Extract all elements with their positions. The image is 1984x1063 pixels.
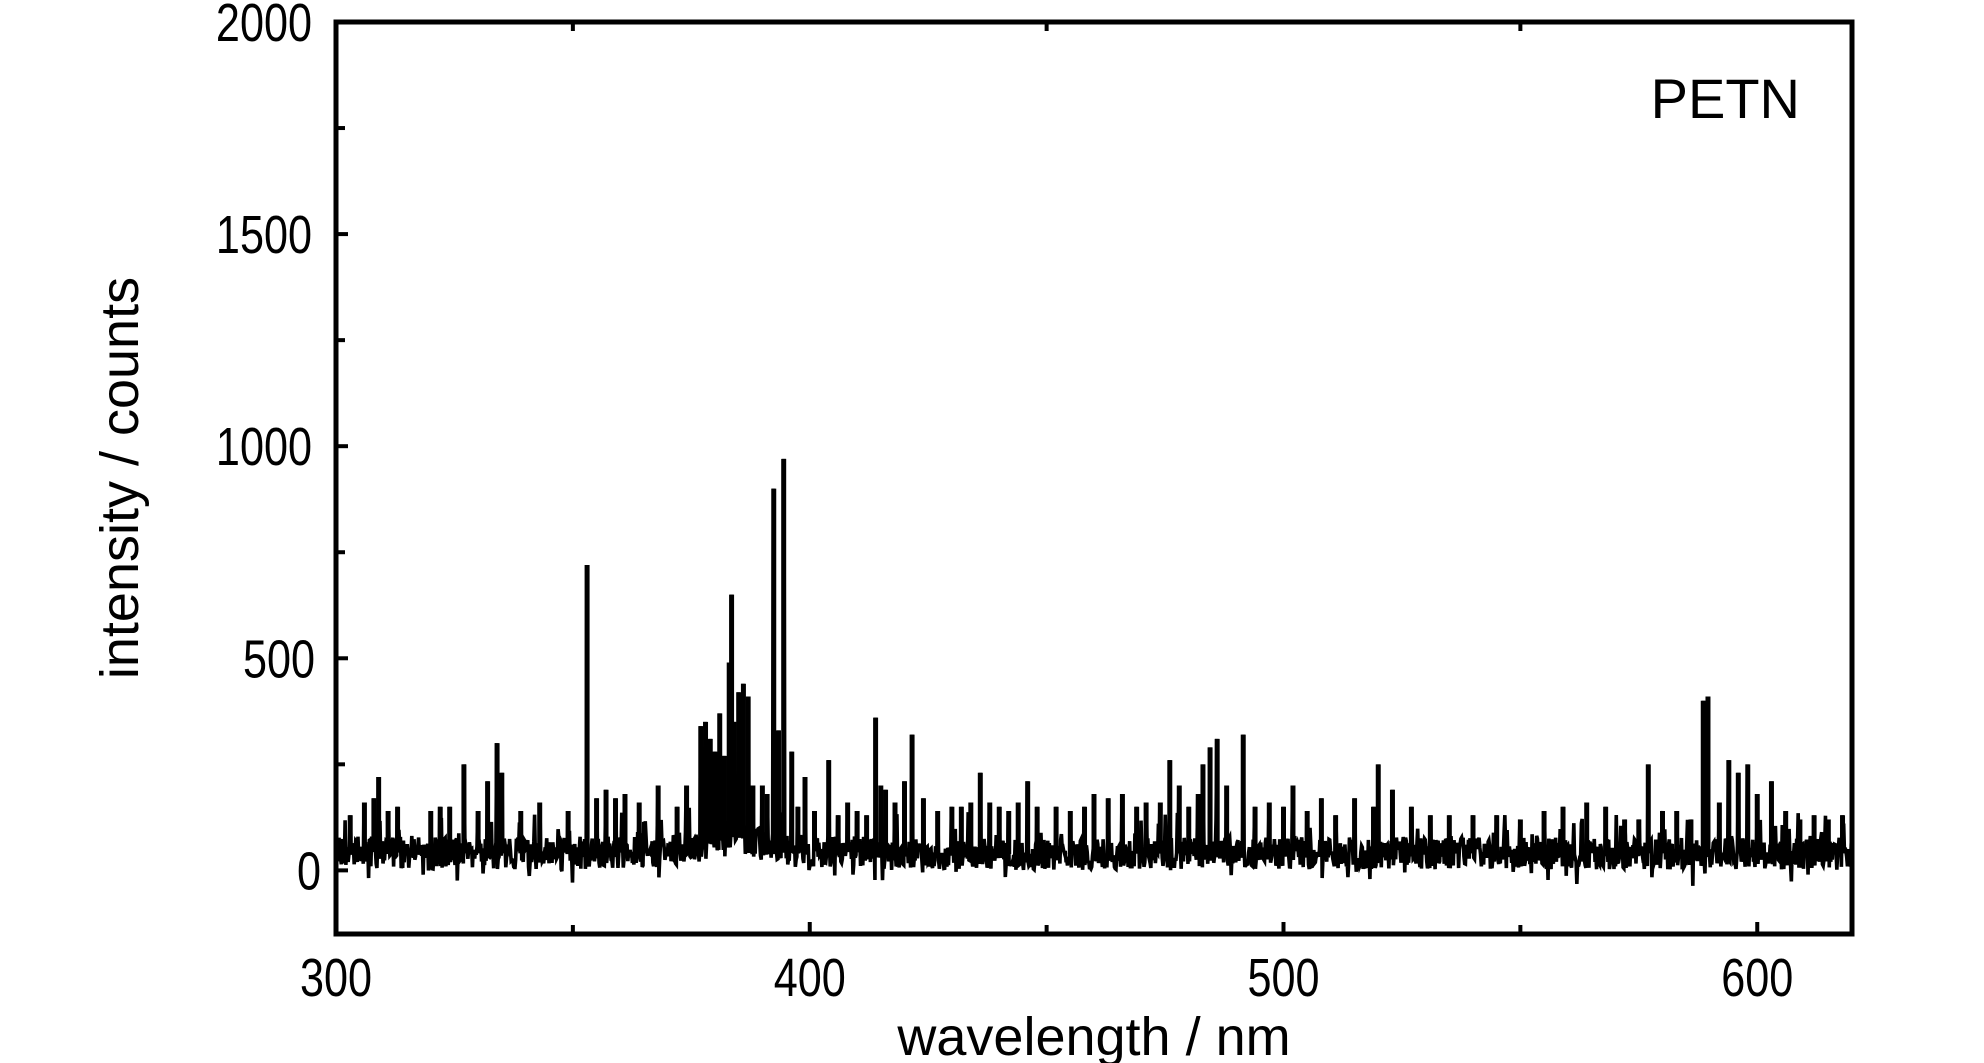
y-tick-label: 0 bbox=[297, 842, 321, 902]
x-tick-label: 400 bbox=[774, 949, 846, 1009]
x-tick-label: 500 bbox=[1247, 949, 1319, 1009]
y-tick-label: 2000 bbox=[216, 0, 312, 53]
tick-labels: 300 400 500 600 0 500 1000 1500 2000 bbox=[216, 0, 1793, 1008]
x-axis-title: wavelength / nm bbox=[896, 1007, 1290, 1063]
y-tick-label: 500 bbox=[243, 630, 315, 690]
sample-annotation: PETN bbox=[1651, 67, 1800, 130]
plot-frame bbox=[333, 19, 1855, 937]
y-axis-title: intensity / counts bbox=[90, 277, 150, 679]
spectrum-series bbox=[334, 458, 1854, 886]
y-tick-label: 1000 bbox=[216, 418, 312, 478]
y-tick-label: 1500 bbox=[216, 206, 312, 266]
x-tick-label: 300 bbox=[300, 949, 372, 1009]
x-tick-label: 600 bbox=[1721, 949, 1793, 1009]
